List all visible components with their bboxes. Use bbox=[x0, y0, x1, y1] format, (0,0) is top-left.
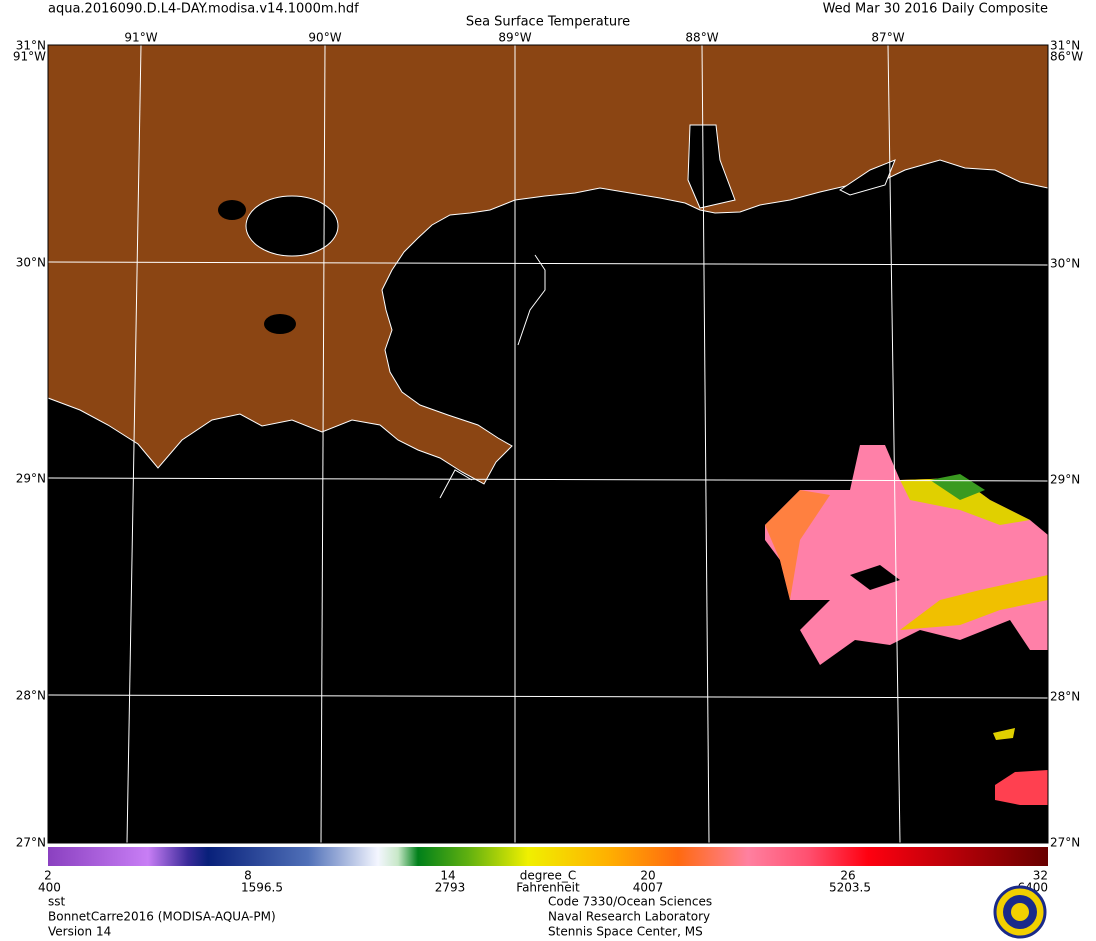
lat-label: 29°N bbox=[1050, 473, 1080, 487]
footer-left: BonnetCarre2016 (MODISA-AQUA-PM) bbox=[48, 910, 276, 924]
lat-label: 28°N bbox=[1050, 690, 1080, 704]
footer-right: Code 7330/Ocean Sciences bbox=[548, 895, 712, 909]
corner-label: 86°W bbox=[1050, 50, 1083, 64]
corner-label: 31°N bbox=[1050, 39, 1080, 53]
sst-patch bbox=[993, 728, 1015, 740]
delta bbox=[439, 469, 473, 499]
lat-label: 30°N bbox=[16, 256, 46, 270]
logo bbox=[993, 885, 1047, 939]
fahrenheit-label: 4007 bbox=[633, 881, 664, 895]
fahrenheit-label: 400 bbox=[38, 881, 61, 895]
celsius-label: 2 bbox=[44, 869, 52, 883]
map bbox=[47, 44, 1049, 844]
bay bbox=[687, 124, 736, 209]
lat-label: 28°N bbox=[16, 689, 46, 703]
footer-right: Stennis Space Center, MS bbox=[548, 925, 703, 939]
celsius-label: 14 bbox=[440, 869, 455, 883]
parallel bbox=[47, 261, 1049, 266]
parallel bbox=[47, 694, 1049, 699]
colorbar bbox=[48, 847, 1048, 866]
lon-label: 87°W bbox=[871, 31, 904, 45]
fahrenheit-unit: Fahrenheit bbox=[516, 881, 580, 895]
corner-label: 31°N bbox=[16, 39, 46, 53]
celsius-label: 32 bbox=[1033, 869, 1048, 883]
corner-label: 27°N bbox=[1050, 836, 1080, 850]
lake bbox=[245, 195, 339, 257]
lon-label: 88°W bbox=[685, 31, 718, 45]
lat-label: 30°N bbox=[1050, 257, 1080, 271]
meridian bbox=[701, 44, 710, 844]
fahrenheit-label: 2793 bbox=[435, 881, 466, 895]
sst-patch bbox=[765, 490, 830, 600]
footer-right: Naval Research Laboratory bbox=[548, 910, 710, 924]
map-title: Sea Surface Temperature bbox=[466, 15, 630, 30]
lon-label: 89°W bbox=[498, 31, 531, 45]
footer-left: sst bbox=[48, 895, 66, 909]
island bbox=[517, 254, 546, 346]
lat-label: 29°N bbox=[16, 472, 46, 486]
footer-left: Version 14 bbox=[48, 925, 111, 939]
lake bbox=[264, 314, 296, 334]
parallel bbox=[47, 477, 1049, 482]
sst-patch bbox=[995, 770, 1048, 805]
lon-label: 91°W bbox=[124, 31, 157, 45]
sst-gap bbox=[850, 565, 900, 590]
fahrenheit-label: 1596.5 bbox=[241, 881, 283, 895]
fahrenheit-label: 5203.5 bbox=[829, 881, 871, 895]
lake bbox=[218, 200, 246, 220]
celsius-label: 26 bbox=[840, 869, 855, 883]
meridian bbox=[126, 44, 142, 844]
corner-label: 91°W bbox=[13, 50, 46, 64]
celsius-label: 20 bbox=[640, 869, 655, 883]
celsius-unit: degree_C bbox=[520, 869, 576, 883]
sst-patch bbox=[900, 478, 1030, 525]
lon-label: 90°W bbox=[308, 31, 341, 45]
land bbox=[47, 44, 1049, 485]
meridian bbox=[887, 44, 901, 844]
file-name: aqua.2016090.D.L4-DAY.modisa.v14.1000m.h… bbox=[48, 2, 359, 17]
corner-label: 27°N bbox=[16, 836, 46, 850]
celsius-label: 8 bbox=[244, 869, 252, 883]
date-label: Wed Mar 30 2016 Daily Composite bbox=[823, 2, 1048, 17]
map-frame bbox=[47, 44, 1049, 844]
meridian bbox=[320, 44, 326, 844]
sst-patch bbox=[900, 575, 1048, 630]
